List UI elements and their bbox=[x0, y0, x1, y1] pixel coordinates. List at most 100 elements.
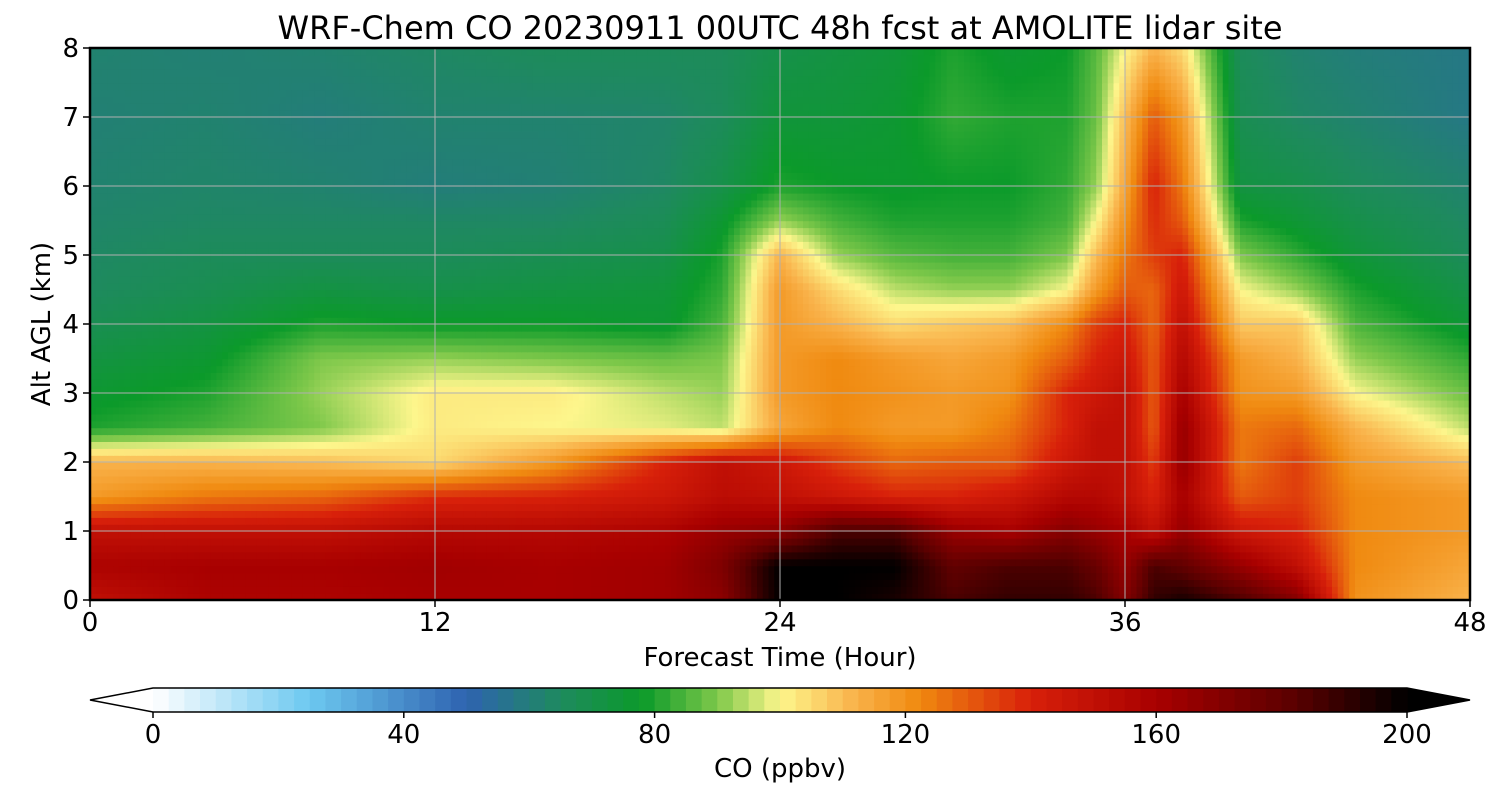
heatmap-cell bbox=[642, 586, 648, 594]
heatmap-cell bbox=[1263, 531, 1269, 539]
heatmap-cell bbox=[1315, 559, 1321, 567]
heatmap-cell bbox=[366, 552, 372, 560]
heatmap-cell bbox=[1344, 579, 1350, 587]
heatmap-cell bbox=[314, 566, 320, 574]
heatmap-cell bbox=[1010, 497, 1016, 505]
heatmap-cell bbox=[930, 586, 936, 594]
heatmap-cell bbox=[1108, 497, 1114, 505]
heatmap-cell bbox=[596, 552, 602, 560]
heatmap-cell bbox=[619, 490, 625, 498]
heatmap-cell bbox=[797, 490, 803, 498]
heatmap-cell bbox=[481, 552, 487, 560]
heatmap-cell bbox=[803, 552, 809, 560]
heatmap-cell bbox=[188, 552, 194, 560]
heatmap-cell bbox=[148, 545, 154, 553]
heatmap-cell bbox=[631, 579, 637, 587]
heatmap-cell bbox=[1441, 517, 1447, 525]
heatmap-cell bbox=[343, 572, 349, 580]
heatmap-cell bbox=[205, 503, 211, 511]
heatmap-cell bbox=[728, 572, 734, 580]
heatmap-cell bbox=[918, 579, 924, 587]
heatmap-cell bbox=[366, 572, 372, 580]
heatmap-cell bbox=[1413, 497, 1419, 505]
heatmap-cell bbox=[487, 572, 493, 580]
heatmap-cell bbox=[1079, 503, 1085, 511]
heatmap-cell bbox=[1269, 552, 1275, 560]
heatmap-cell bbox=[757, 517, 763, 525]
heatmap-cell bbox=[849, 566, 855, 574]
heatmap-cell bbox=[659, 572, 665, 580]
heatmap-cell bbox=[378, 531, 384, 539]
heatmap-cell bbox=[613, 545, 619, 553]
heatmap-cell bbox=[383, 538, 389, 546]
heatmap-cell bbox=[705, 517, 711, 525]
heatmap-cell bbox=[1091, 490, 1097, 498]
heatmap-cell bbox=[521, 579, 527, 587]
heatmap-cell bbox=[475, 497, 481, 505]
heatmap-cell bbox=[1206, 545, 1212, 553]
heatmap-cell bbox=[1298, 497, 1304, 505]
heatmap-cell bbox=[1073, 517, 1079, 525]
heatmap-cell bbox=[516, 579, 522, 587]
heatmap-cell bbox=[320, 579, 326, 587]
heatmap-cell bbox=[257, 545, 263, 553]
heatmap-cell bbox=[1441, 510, 1447, 518]
heatmap-cell bbox=[1073, 586, 1079, 594]
heatmap-cell bbox=[1453, 510, 1459, 518]
heatmap-cell bbox=[642, 510, 648, 518]
heatmap-cell bbox=[406, 510, 412, 518]
heatmap-cell bbox=[211, 559, 217, 567]
heatmap-cell bbox=[217, 503, 223, 511]
heatmap-cell bbox=[1292, 586, 1298, 594]
heatmap-cell bbox=[832, 579, 838, 587]
heatmap-cell bbox=[924, 559, 930, 567]
heatmap-cell bbox=[562, 559, 568, 567]
heatmap-cell bbox=[1160, 510, 1166, 518]
heatmap-cell bbox=[268, 517, 274, 525]
heatmap-cell bbox=[1280, 579, 1286, 587]
heatmap-cell bbox=[567, 497, 573, 505]
heatmap-cell bbox=[585, 497, 591, 505]
heatmap-cell bbox=[573, 510, 579, 518]
heatmap-cell bbox=[895, 559, 901, 567]
heatmap-cell bbox=[1004, 572, 1010, 580]
heatmap-cell bbox=[1194, 559, 1200, 567]
heatmap-cell bbox=[1131, 517, 1137, 525]
heatmap-cell bbox=[130, 545, 136, 553]
heatmap-cell bbox=[1298, 566, 1304, 574]
heatmap-cell bbox=[1401, 572, 1407, 580]
heatmap-cell bbox=[1062, 586, 1068, 594]
heatmap-cell bbox=[832, 531, 838, 539]
heatmap-cell bbox=[912, 586, 918, 594]
heatmap-cell bbox=[889, 490, 895, 498]
heatmap-cell bbox=[1194, 510, 1200, 518]
heatmap-cell bbox=[953, 545, 959, 553]
heatmap-cell bbox=[717, 552, 723, 560]
heatmap-cell bbox=[1407, 579, 1413, 587]
heatmap-cell bbox=[1211, 572, 1217, 580]
heatmap-cell bbox=[734, 552, 740, 560]
heatmap-cell bbox=[590, 566, 596, 574]
heatmap-cell bbox=[1171, 503, 1177, 511]
heatmap-cell bbox=[677, 503, 683, 511]
heatmap-cell bbox=[941, 552, 947, 560]
heatmap-cell bbox=[383, 517, 389, 525]
heatmap-cell bbox=[1022, 531, 1028, 539]
heatmap-cell bbox=[102, 531, 108, 539]
heatmap-cell bbox=[1332, 566, 1338, 574]
heatmap-cell bbox=[1384, 503, 1390, 511]
heatmap-cell bbox=[1102, 517, 1108, 525]
heatmap-cell bbox=[1303, 552, 1309, 560]
heatmap-cell bbox=[107, 559, 113, 567]
heatmap-cell bbox=[734, 538, 740, 546]
heatmap-cell bbox=[1309, 572, 1315, 580]
heatmap-cell bbox=[1234, 517, 1240, 525]
heatmap-cell bbox=[383, 586, 389, 594]
heatmap-cell bbox=[1171, 572, 1177, 580]
heatmap-cell bbox=[378, 572, 384, 580]
heatmap-cell bbox=[1246, 579, 1252, 587]
heatmap-cell bbox=[1085, 579, 1091, 587]
heatmap-cell bbox=[970, 497, 976, 505]
heatmap-cell bbox=[493, 552, 499, 560]
heatmap-cell bbox=[1234, 510, 1240, 518]
